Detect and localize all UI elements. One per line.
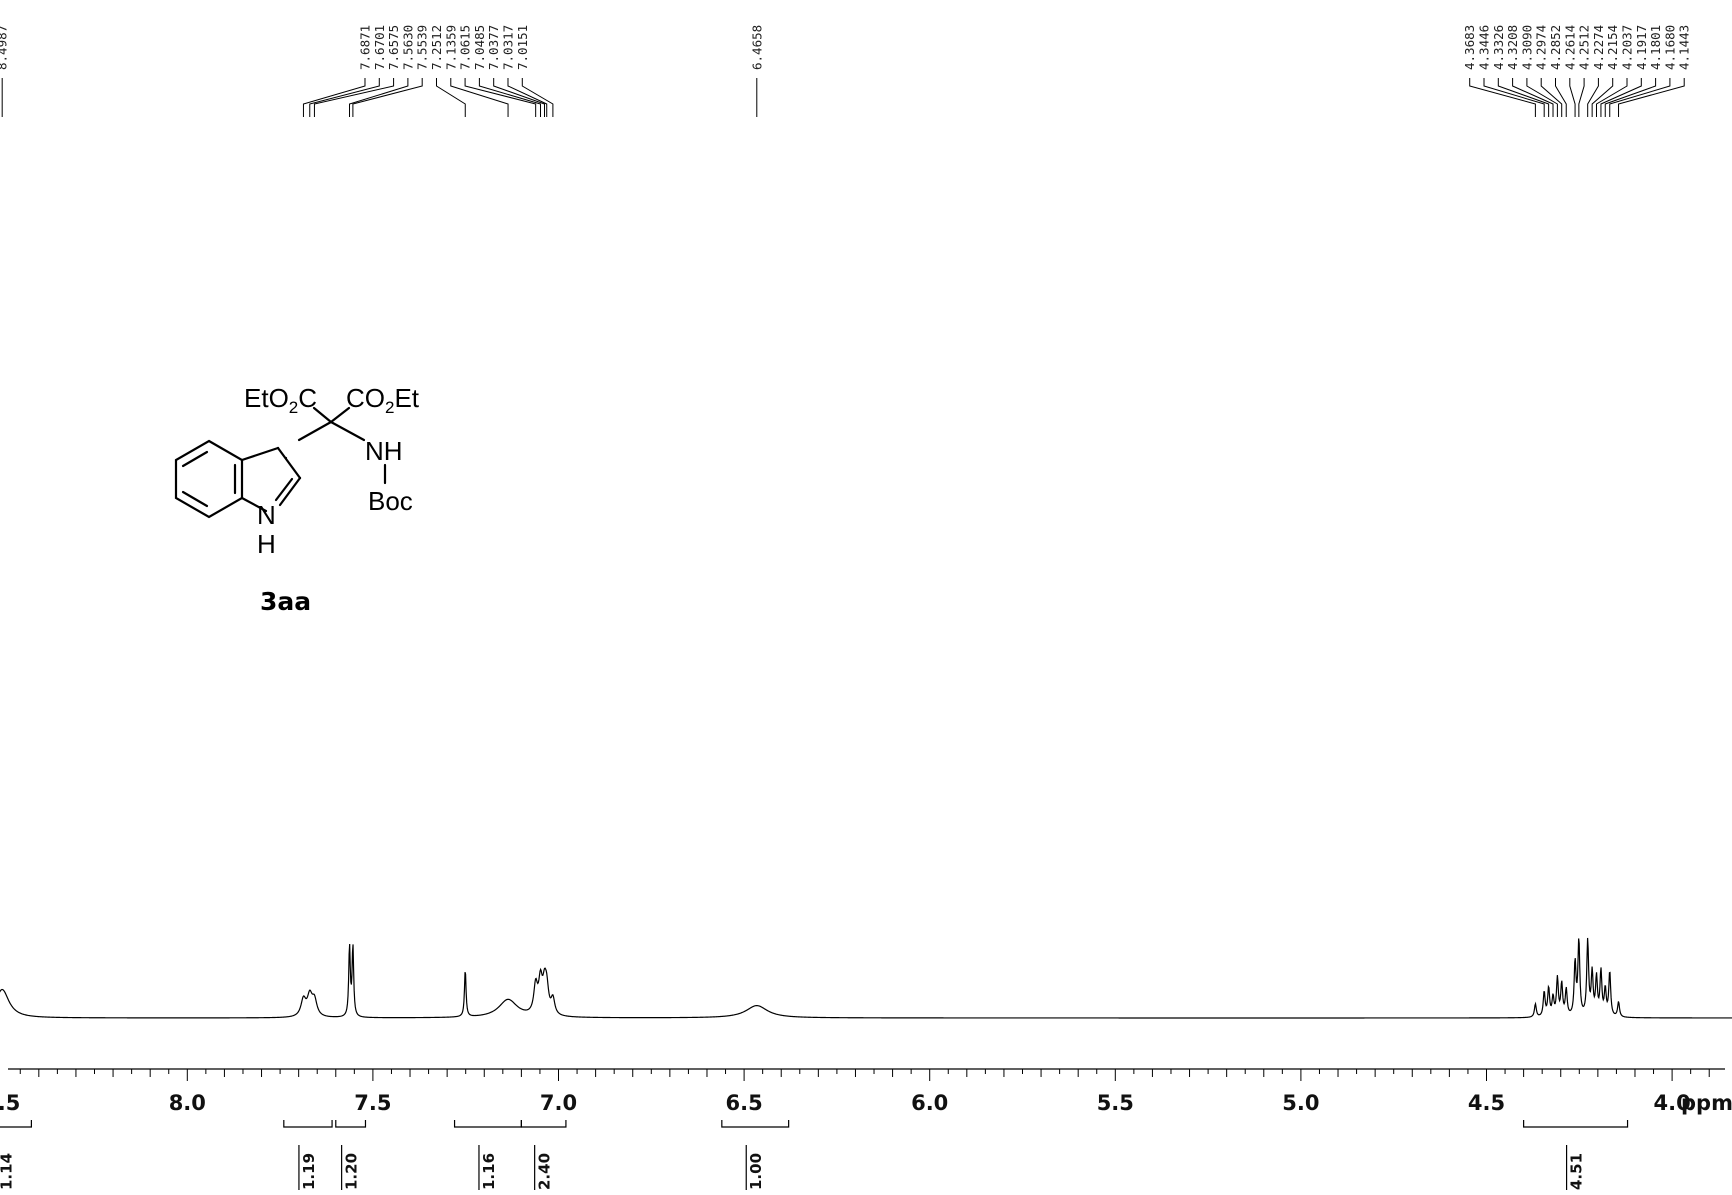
integral-value: 4.51 — [1568, 1153, 1586, 1190]
peak-label: 4.2037 — [1620, 25, 1635, 70]
peak-label: 4.2852 — [1548, 25, 1563, 70]
peak-label: 7.0485 — [472, 25, 487, 70]
boc-label: Boc — [368, 486, 413, 516]
peak-label: 4.1917 — [1634, 25, 1649, 70]
x-tick-label: 6.0 — [911, 1091, 948, 1115]
peak-label: 8.4987 — [0, 25, 10, 70]
integral-value: 1.19 — [300, 1153, 318, 1190]
peak-label: 4.1443 — [1677, 25, 1692, 70]
x-tick-label: 7.0 — [540, 1091, 577, 1115]
peak-label: 4.2154 — [1605, 25, 1620, 70]
integral-value: 1.00 — [747, 1153, 765, 1190]
x-axis-unit-label: ppm — [1681, 1091, 1732, 1115]
peak-label: 4.3090 — [1519, 25, 1534, 70]
x-tick-label: 5.0 — [1282, 1091, 1319, 1115]
peak-label: 4.1801 — [1648, 25, 1663, 70]
x-tick-label: 8.0 — [169, 1091, 206, 1115]
ring-h-label: H — [257, 529, 276, 559]
peak-label: 7.5630 — [400, 25, 415, 70]
peak-label: 4.3446 — [1477, 25, 1492, 70]
peak-label: 4.2512 — [1577, 25, 1592, 70]
peak-label: 7.0317 — [500, 25, 515, 70]
peak-label: 7.6871 — [357, 25, 372, 70]
integral-value: 2.40 — [536, 1153, 554, 1190]
nh-label: NH — [365, 436, 403, 466]
integral-value: 1.20 — [343, 1153, 361, 1190]
integral-value: 1.16 — [480, 1153, 498, 1190]
peak-label: 4.3208 — [1505, 25, 1520, 70]
ester-right-label: CO2Et — [346, 383, 420, 417]
peak-label: 4.2274 — [1591, 25, 1606, 70]
peak-label: 7.2512 — [429, 25, 444, 70]
x-tick-label: 5.5 — [1097, 1091, 1134, 1115]
peak-label: 4.3683 — [1462, 25, 1477, 70]
peak-label: 4.3326 — [1491, 25, 1506, 70]
compound-id-label: 3aa — [260, 587, 311, 616]
peak-label: 7.5539 — [415, 25, 430, 70]
x-tick-label: 6.5 — [725, 1091, 762, 1115]
x-tick-label: 8.5 — [0, 1091, 20, 1115]
peak-label: 7.1359 — [443, 25, 458, 70]
ring-n-label: N — [257, 500, 276, 530]
peak-label: 7.0151 — [515, 25, 530, 70]
peak-label: 6.4658 — [749, 25, 764, 70]
peak-label: 7.0377 — [486, 25, 501, 70]
peak-label: 7.6575 — [386, 25, 401, 70]
x-tick-label: 4.5 — [1468, 1091, 1505, 1115]
peak-label: 4.2614 — [1562, 25, 1577, 70]
peak-label: 7.0615 — [458, 25, 473, 70]
peak-label: 4.2974 — [1534, 25, 1549, 70]
x-tick-label: 7.5 — [354, 1091, 391, 1115]
peak-label: 4.1680 — [1662, 25, 1677, 70]
peak-label: 7.6701 — [372, 25, 387, 70]
ester-left-label: EtO2C — [244, 383, 317, 417]
integral-value: 1.14 — [0, 1153, 15, 1190]
